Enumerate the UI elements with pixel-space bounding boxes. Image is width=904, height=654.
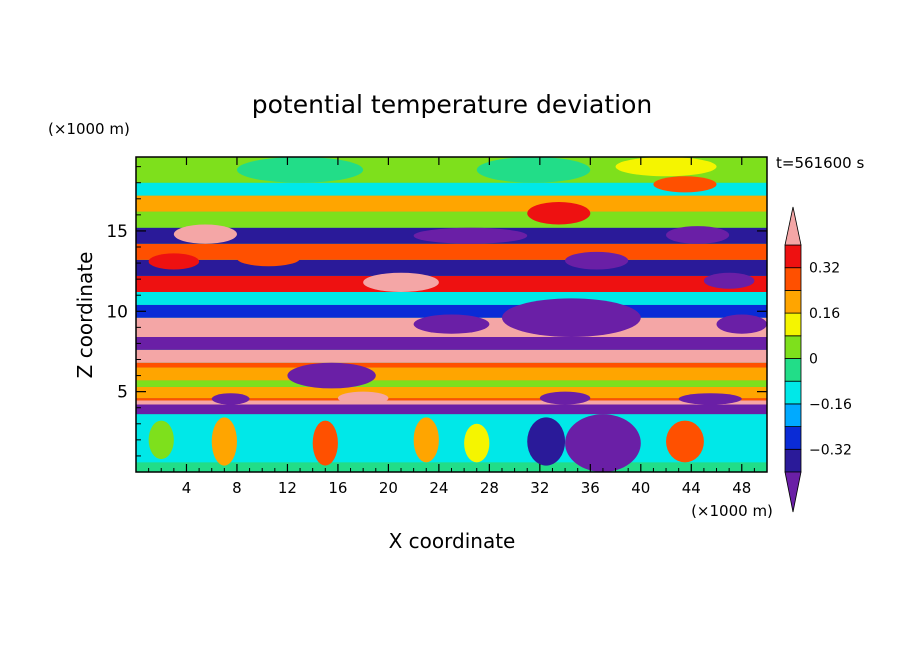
- contour-band: [136, 243, 767, 260]
- x-axis-label: X coordinate: [389, 529, 516, 553]
- contour-feature: [413, 227, 528, 244]
- contour-feature: [565, 251, 629, 270]
- contour-feature: [464, 423, 490, 463]
- x-tick-label: 32: [530, 479, 549, 497]
- colorbar-bin: [784, 426, 802, 450]
- contour-feature: [527, 202, 591, 225]
- contour-band: [136, 337, 767, 350]
- contour-feature: [312, 420, 338, 466]
- colorbar-bin: [784, 312, 802, 337]
- y-tick-label: 15: [106, 222, 128, 242]
- x-tick-label: 36: [581, 479, 600, 497]
- x-tick-label: 8: [232, 479, 242, 497]
- contour-feature: [653, 176, 717, 193]
- contour-feature: [539, 391, 591, 405]
- contour-feature: [287, 362, 376, 389]
- contour-feature: [413, 314, 490, 334]
- contour-feature: [211, 417, 237, 466]
- colorbar-tick-label: 0.16: [809, 306, 840, 322]
- contour-band: [136, 195, 767, 212]
- colorbar-tick-label: 0.32: [809, 261, 840, 277]
- contour-feature: [413, 417, 439, 463]
- y-tick-label: 10: [106, 302, 128, 322]
- x-tick-label: 44: [682, 479, 701, 497]
- x-tick-label: 24: [429, 479, 448, 497]
- contour-band: [136, 367, 767, 381]
- contour-band: [136, 386, 767, 399]
- contour-feature: [565, 414, 641, 472]
- chart-title: potential temperature deviation: [252, 90, 652, 119]
- colorbar-bin: [784, 289, 802, 314]
- colorbar-bin: [784, 380, 802, 405]
- contour-feature: [236, 157, 364, 183]
- contour-feature: [337, 391, 389, 405]
- colorbar-bin: [784, 448, 802, 473]
- time-label: t=561600 s: [776, 154, 864, 172]
- contour-band: [136, 380, 767, 387]
- contour-feature: [703, 272, 755, 289]
- contour-feature: [211, 393, 250, 405]
- x-tick-label: 28: [480, 479, 499, 497]
- contour-feature: [501, 298, 641, 338]
- colorbar-extend-max: [784, 206, 802, 246]
- y-axis: 5 10 15: [106, 166, 767, 457]
- contour-band: [136, 400, 767, 405]
- colorbar-bin: [784, 335, 802, 359]
- colorbar-extend-min: [784, 471, 802, 513]
- colorbar-tick-label: 0: [809, 352, 818, 368]
- contour-band: [136, 362, 767, 368]
- contour-field: [136, 157, 767, 472]
- contour-band: [136, 349, 767, 363]
- contour-band: [136, 211, 767, 228]
- contour-feature: [173, 224, 237, 244]
- x-tick-label: 12: [278, 479, 297, 497]
- x-tick-label: 40: [631, 479, 650, 497]
- y-unit-label: (×1000 m): [48, 120, 130, 138]
- colorbar-bin: [784, 267, 802, 291]
- contour-feature: [666, 420, 704, 463]
- contour-feature: [666, 226, 730, 244]
- contour-feature: [148, 420, 174, 460]
- x-axis: 4 8 12 16 20 24 28 32 36 40 44 48: [148, 157, 755, 497]
- contour-feature: [678, 393, 742, 405]
- contour-band: [136, 292, 767, 305]
- contour-band: [136, 182, 767, 196]
- contour-feature: [476, 157, 591, 183]
- x-unit-label: (×1000 m): [691, 502, 773, 520]
- x-tick-label: 16: [328, 479, 347, 497]
- contour-feature: [236, 250, 301, 267]
- colorbar-bin: [784, 403, 802, 427]
- contour-band: [136, 259, 767, 276]
- x-tick-label: 20: [379, 479, 398, 497]
- contour-feature: [148, 253, 200, 270]
- contour-band: [136, 404, 767, 415]
- y-tick-label: 5: [117, 383, 128, 403]
- contour-band: [136, 275, 767, 292]
- colorbar-tick-label: −0.32: [809, 442, 852, 458]
- contour-feature: [363, 272, 439, 292]
- contour-band: [136, 414, 767, 463]
- contour-band: [136, 462, 767, 472]
- colorbar-bin: [784, 358, 802, 382]
- colorbar-bin: [784, 244, 802, 269]
- contour-feature: [615, 157, 717, 177]
- colorbar: 0.32 0.16 0 −0.16 −0.32: [784, 206, 852, 513]
- contour-feature: [716, 314, 767, 334]
- y-axis-label: Z coordinate: [73, 252, 97, 379]
- contour-band: [136, 398, 767, 401]
- x-tick-label: 4: [182, 479, 192, 497]
- x-tick-label: 48: [732, 479, 751, 497]
- colorbar-tick-label: −0.16: [809, 397, 852, 413]
- contour-feature: [527, 417, 566, 466]
